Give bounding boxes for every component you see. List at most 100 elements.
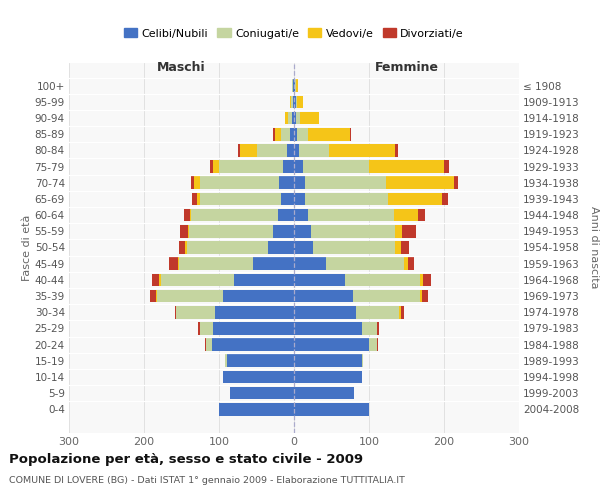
Bar: [159, 274, 161, 286]
Bar: [200, 176, 279, 189]
Bar: [273, 225, 294, 237]
Bar: [296, 96, 297, 108]
Bar: [294, 160, 303, 173]
Bar: [300, 112, 319, 124]
Bar: [287, 144, 294, 156]
Bar: [213, 322, 294, 334]
Bar: [294, 258, 325, 270]
Bar: [294, 128, 297, 140]
Bar: [420, 290, 421, 302]
Y-axis label: Anni di nascita: Anni di nascita: [589, 206, 599, 289]
Bar: [290, 128, 294, 140]
Bar: [169, 258, 178, 270]
Bar: [184, 209, 190, 222]
Bar: [238, 144, 240, 156]
Bar: [187, 241, 268, 254]
Bar: [294, 306, 355, 318]
Bar: [292, 80, 293, 92]
Bar: [175, 306, 176, 318]
Bar: [210, 160, 213, 173]
Y-axis label: Fasce di età: Fasce di età: [22, 214, 32, 280]
Bar: [444, 160, 449, 173]
Bar: [225, 354, 227, 367]
Bar: [189, 225, 273, 237]
Bar: [305, 192, 388, 205]
Bar: [308, 209, 394, 222]
Bar: [223, 370, 294, 384]
Bar: [325, 258, 404, 270]
Bar: [294, 274, 345, 286]
Bar: [303, 160, 369, 173]
Bar: [273, 128, 275, 140]
Bar: [161, 274, 234, 286]
Bar: [292, 112, 294, 124]
Bar: [178, 258, 179, 270]
Text: COMUNE DI LOVERE (BG) - Dati ISTAT 1° gennaio 2009 - Elaborazione TUTTITALIA.IT: COMUNE DI LOVERE (BG) - Dati ISTAT 1° ge…: [9, 476, 405, 485]
Bar: [299, 144, 329, 156]
Bar: [294, 112, 296, 124]
Bar: [268, 241, 294, 254]
Bar: [215, 306, 294, 318]
Bar: [291, 96, 293, 108]
Bar: [423, 274, 431, 286]
Bar: [294, 144, 299, 156]
Bar: [283, 160, 294, 173]
Bar: [401, 306, 404, 318]
Bar: [212, 338, 294, 351]
Bar: [156, 290, 157, 302]
Bar: [219, 403, 294, 415]
Bar: [294, 80, 295, 92]
Bar: [369, 160, 444, 173]
Bar: [294, 354, 361, 367]
Bar: [294, 225, 311, 237]
Bar: [349, 128, 351, 140]
Bar: [421, 290, 427, 302]
Bar: [386, 176, 454, 189]
Bar: [294, 176, 305, 189]
Bar: [369, 338, 377, 351]
Bar: [395, 225, 402, 237]
Bar: [401, 241, 409, 254]
Bar: [377, 338, 378, 351]
Bar: [197, 192, 199, 205]
Text: Popolazione per età, sesso e stato civile - 2009: Popolazione per età, sesso e stato civil…: [9, 452, 363, 466]
Bar: [190, 209, 191, 222]
Bar: [294, 370, 361, 384]
Bar: [345, 274, 420, 286]
Bar: [377, 322, 379, 334]
Bar: [150, 290, 156, 302]
Bar: [404, 258, 408, 270]
Bar: [219, 160, 283, 173]
Bar: [311, 225, 395, 237]
Bar: [418, 209, 425, 222]
Bar: [234, 274, 294, 286]
Bar: [399, 306, 401, 318]
Bar: [194, 176, 200, 189]
Bar: [191, 209, 277, 222]
Bar: [294, 290, 353, 302]
Bar: [205, 338, 212, 351]
Bar: [329, 144, 395, 156]
Bar: [442, 192, 448, 205]
Bar: [281, 192, 294, 205]
Bar: [305, 176, 386, 189]
Bar: [199, 192, 281, 205]
Bar: [187, 225, 189, 237]
Bar: [395, 144, 398, 156]
Bar: [191, 176, 194, 189]
Bar: [240, 144, 257, 156]
Bar: [388, 192, 442, 205]
Bar: [297, 96, 303, 108]
Bar: [277, 209, 294, 222]
Bar: [395, 241, 401, 254]
Bar: [294, 387, 354, 400]
Bar: [279, 176, 294, 189]
Bar: [313, 241, 395, 254]
Bar: [180, 225, 187, 237]
Bar: [192, 192, 197, 205]
Bar: [294, 403, 369, 415]
Legend: Celibi/Nubili, Coniugati/e, Vedovi/e, Divorziati/e: Celibi/Nubili, Coniugati/e, Vedovi/e, Di…: [119, 24, 469, 43]
Bar: [402, 225, 415, 237]
Bar: [355, 306, 399, 318]
Bar: [308, 128, 349, 140]
